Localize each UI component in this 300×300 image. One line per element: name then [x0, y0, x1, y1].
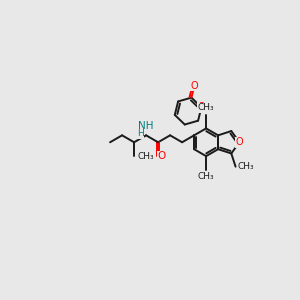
- Text: O: O: [236, 137, 243, 147]
- Text: NH: NH: [138, 122, 154, 131]
- Text: H: H: [137, 129, 144, 138]
- Text: O: O: [158, 151, 166, 161]
- Text: CH₃: CH₃: [198, 172, 214, 181]
- Text: CH₃: CH₃: [138, 152, 154, 160]
- Text: CH₃: CH₃: [237, 162, 254, 171]
- Text: CH₃: CH₃: [198, 103, 214, 112]
- Text: O: O: [198, 102, 205, 112]
- Text: O: O: [190, 80, 198, 91]
